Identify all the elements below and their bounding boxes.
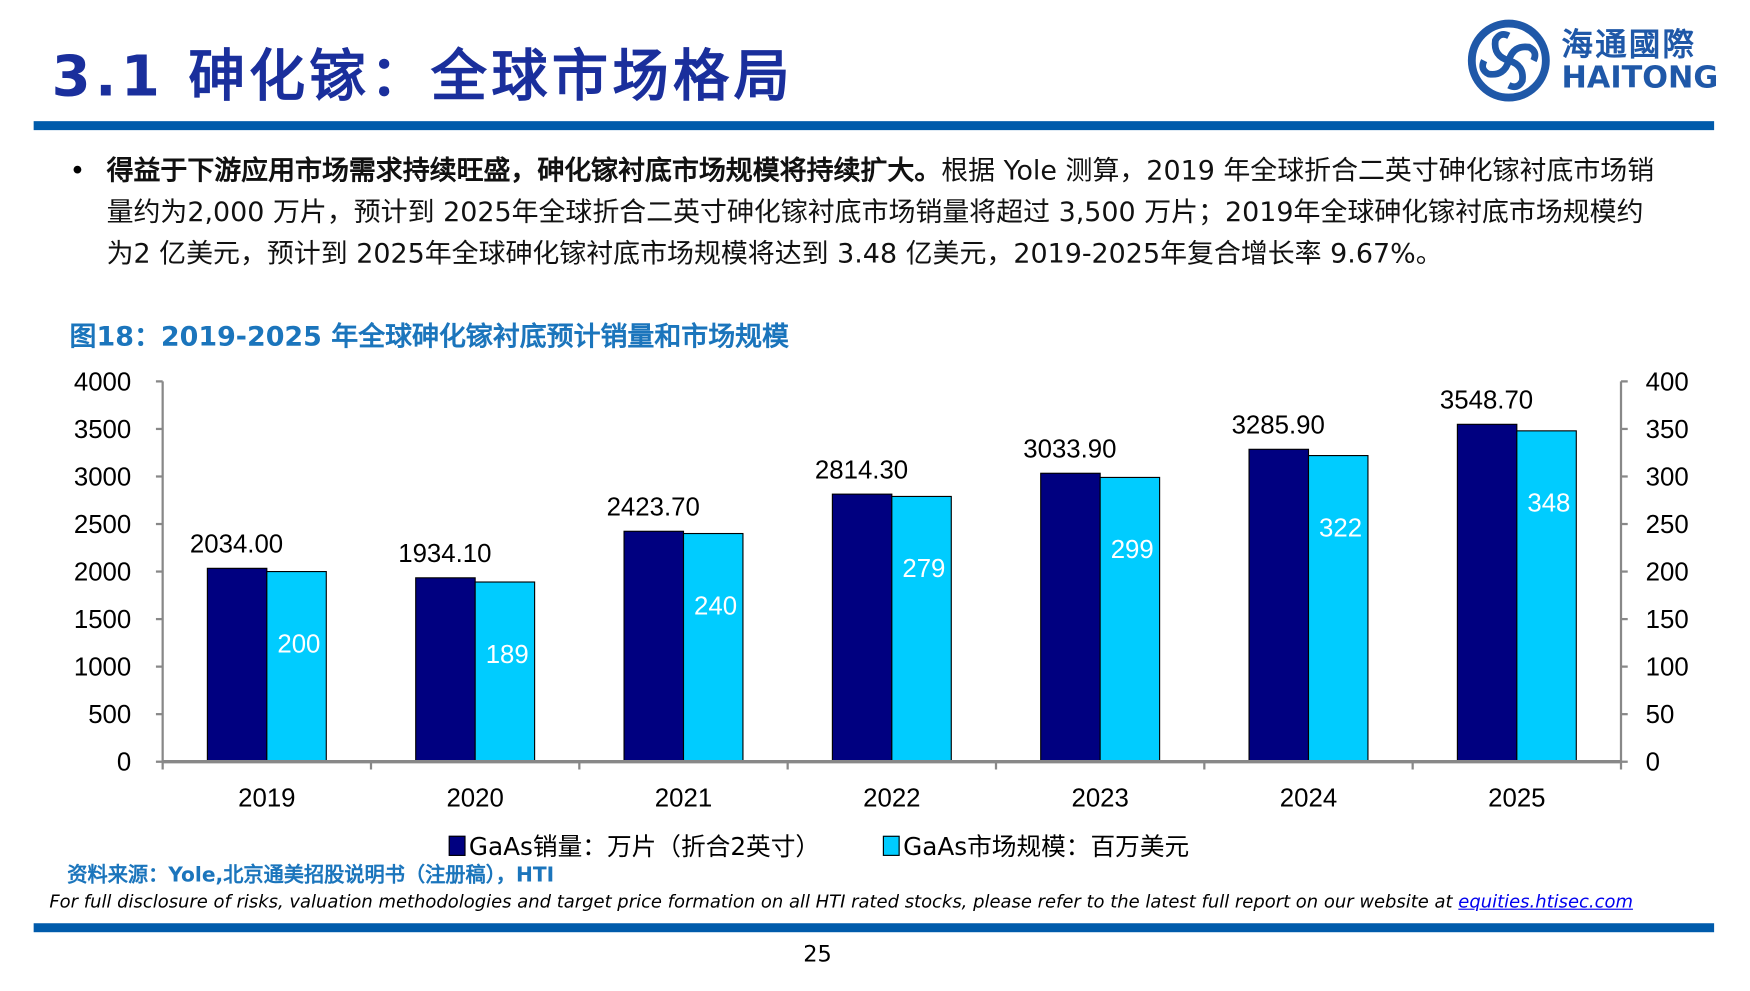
legend-swatch-sales (448, 835, 466, 856)
y2-tick-label: 50 (1646, 701, 1675, 729)
y-tick-label: 1500 (74, 606, 131, 634)
data-label-market: 279 (902, 555, 945, 583)
data-label-sales: 2814.30 (815, 456, 908, 484)
y2-tick-label: 150 (1646, 606, 1689, 634)
y-tick-label: 0 (117, 749, 131, 777)
y-tick-label: 3000 (74, 463, 131, 491)
x-tick-label: 2020 (446, 785, 503, 813)
legend-item-market: GaAs市场规模：百万美元 (882, 833, 1190, 862)
data-label-sales: 3285.90 (1232, 412, 1325, 440)
logo-text-cn: 海通國際 (1561, 25, 1697, 63)
x-tick-label: 2025 (1488, 785, 1545, 813)
bar-market-2025 (1516, 430, 1577, 763)
y-tick-label: 2500 (74, 511, 131, 539)
bar-sales-2022 (831, 493, 893, 763)
data-label-sales: 3548.70 (1440, 387, 1533, 415)
data-label-market: 299 (1111, 536, 1154, 564)
data-label-market: 200 (277, 630, 320, 658)
x-tick-label: 2023 (1071, 785, 1128, 813)
chart-legend: GaAs销量：万片（折合2英寸） GaAs市场规模：百万美元 (448, 833, 1190, 862)
legend-swatch-market (882, 835, 900, 856)
disclosure-text: For full disclosure of risks, valuation … (49, 891, 1633, 912)
data-label-sales: 2423.70 (607, 494, 700, 522)
logo-text-en: HAITONG (1561, 60, 1719, 96)
y2-tick-label: 200 (1646, 559, 1689, 587)
source-note: 资料来源：Yole,北京通美招股说明书（注册稿），HTI (67, 863, 555, 888)
bar-market-2024 (1307, 455, 1369, 763)
data-label-market: 189 (486, 641, 529, 669)
x-tick-label: 2022 (863, 785, 920, 813)
y-tick-label: 500 (88, 701, 131, 729)
x-tick-label: 2019 (238, 785, 295, 813)
data-label-sales: 3033.90 (1023, 436, 1116, 464)
data-label-market: 348 (1527, 490, 1570, 518)
data-label-market: 322 (1319, 514, 1362, 542)
x-tick-label: 2021 (655, 785, 712, 813)
header-divider (33, 121, 1715, 131)
summary-bold: 得益于下游应用市场需求持续旺盛，砷化镓衬底市场规模将持续扩大。 (106, 154, 942, 187)
bar-market-2020 (474, 581, 536, 763)
y2-tick-label: 250 (1646, 511, 1689, 539)
bar-market-2021 (682, 532, 744, 763)
bar-sales-2024 (1248, 448, 1310, 763)
legend-label-sales: GaAs销量：万片（折合2英寸） (468, 833, 821, 862)
disclosure-body: For full disclosure of risks, valuation … (49, 890, 1459, 913)
bar-sales-2025 (1456, 423, 1518, 763)
y-tick-label: 1000 (74, 654, 131, 682)
footer-divider (33, 923, 1715, 933)
bar-sales-2021 (623, 530, 685, 763)
y2-tick-label: 100 (1646, 654, 1689, 682)
website-link[interactable]: equities.htisec.com (1458, 890, 1633, 913)
y2-tick-label: 0 (1646, 749, 1660, 777)
haitong-logo-icon (1467, 19, 1550, 102)
bar-sales-2020 (415, 577, 476, 763)
data-label-market: 240 (694, 592, 737, 620)
summary-paragraph: 得益于下游应用市场需求持续旺盛，砷化镓衬底市场规模将持续扩大。根据 Yole 测… (107, 150, 1666, 275)
summary-text: 根据 Yole 测算，2019 年全球折合二英寸砷化镓衬底市场销量约为2,000… (106, 154, 1655, 270)
y2-tick-label: 400 (1646, 368, 1689, 396)
x-tick-label: 2024 (1280, 785, 1337, 813)
y-tick-label: 2000 (74, 559, 131, 587)
legend-item-sales: GaAs销量：万片（折合2英寸） (448, 833, 821, 862)
page-number: 25 (803, 940, 832, 967)
bar-sales-2019 (206, 567, 268, 763)
data-label-sales: 1934.10 (398, 540, 491, 568)
legend-label-market: GaAs市场规模：百万美元 (903, 833, 1190, 862)
bar-sales-2023 (1040, 472, 1101, 763)
bar-market-2023 (1099, 476, 1161, 763)
figure-title: 图18：2019-2025 年全球砷化镓衬底预计销量和市场规模 (69, 320, 789, 353)
bar-chart: 0 500 1000 1500 2000 2500 3000 3500 4000 0 50 100 15… (74, 368, 1689, 813)
y-tick-label: 3500 (74, 416, 131, 444)
y2-tick-label: 300 (1646, 463, 1689, 491)
bar-market-2022 (891, 495, 952, 763)
y-tick-label: 4000 (74, 368, 131, 396)
data-label-sales: 2034.00 (190, 531, 283, 559)
bullet: • (69, 154, 86, 187)
y2-tick-label: 350 (1646, 416, 1689, 444)
bar-market-2019 (266, 570, 327, 763)
page-title: 3.1 砷化镓：全球市场格局 (51, 43, 795, 109)
